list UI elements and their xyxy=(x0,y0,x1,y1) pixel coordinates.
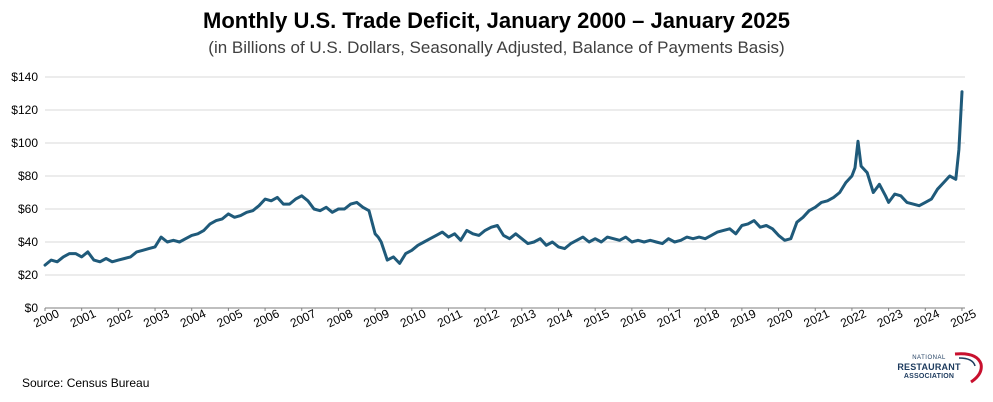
x-tick-label: 2002 xyxy=(105,306,135,330)
x-tick-label: 2011 xyxy=(435,306,465,330)
y-tick-label: $0 xyxy=(25,301,39,315)
logo-swoosh-icon xyxy=(954,352,983,384)
x-tick-label: 2023 xyxy=(875,306,905,330)
x-tick-label: 2001 xyxy=(68,306,98,330)
source-note: Source: Census Bureau xyxy=(22,376,150,390)
y-tick-label: $140 xyxy=(11,70,38,84)
x-tick-label: 2003 xyxy=(141,306,171,330)
x-tick-label: 2015 xyxy=(581,306,611,330)
x-tick-label: 2006 xyxy=(251,306,281,330)
logo-line-2: RESTAURANT xyxy=(897,362,961,372)
x-tick-label: 2007 xyxy=(288,306,318,330)
x-tick-label: 2008 xyxy=(325,306,355,330)
x-tick-label: 2022 xyxy=(838,306,868,330)
y-tick-label: $120 xyxy=(11,103,38,117)
x-tick-label: 2019 xyxy=(728,306,758,330)
x-tick-label: 2021 xyxy=(801,306,831,330)
nra-logo: NATIONAL RESTAURANT ASSOCIATION xyxy=(893,350,985,388)
x-tick-label: 2017 xyxy=(655,306,685,330)
y-tick-label: $100 xyxy=(11,136,38,150)
x-tick-label: 2010 xyxy=(398,306,428,330)
x-tick-label: 2016 xyxy=(618,306,648,330)
x-tick-label: 2004 xyxy=(178,306,208,330)
y-tick-label: $60 xyxy=(18,202,38,216)
x-tick-label: 2005 xyxy=(215,306,245,330)
x-tick-label: 2012 xyxy=(471,306,501,330)
x-tick-label: 2025 xyxy=(948,306,978,330)
chart-subtitle: (in Billions of U.S. Dollars, Seasonally… xyxy=(208,38,785,57)
logo-line-1: NATIONAL xyxy=(912,355,946,361)
y-tick-label: $80 xyxy=(18,169,38,183)
chart-title: Monthly U.S. Trade Deficit, January 2000… xyxy=(203,8,790,33)
x-tick-label: 2009 xyxy=(361,306,391,330)
x-tick-label: 2018 xyxy=(691,306,721,330)
x-tick-label: 2013 xyxy=(508,306,538,330)
logo-line-3: ASSOCIATION xyxy=(903,373,955,380)
x-tick-label: 2024 xyxy=(912,306,942,330)
x-tick-label: 2014 xyxy=(545,306,575,330)
y-tick-label: $40 xyxy=(18,235,38,249)
x-tick-label: 2020 xyxy=(765,306,795,330)
series-line xyxy=(43,90,964,267)
y-tick-label: $20 xyxy=(18,268,38,282)
